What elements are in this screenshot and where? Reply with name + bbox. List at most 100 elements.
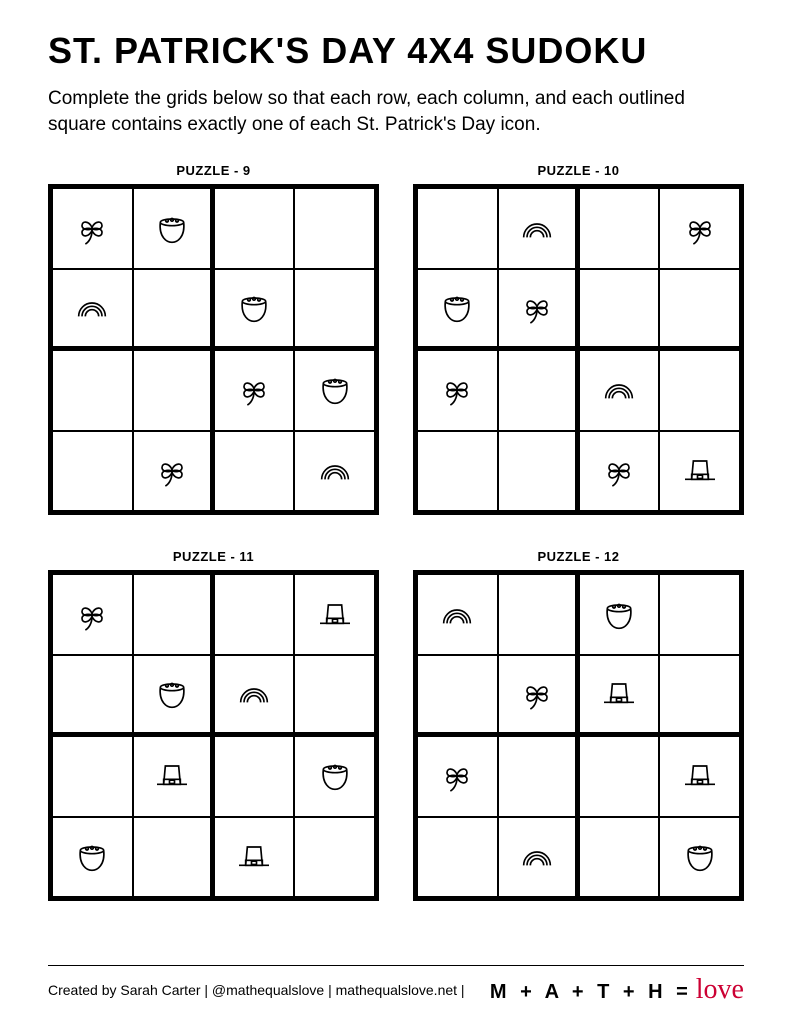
sudoku-cell[interactable]	[417, 574, 498, 655]
puzzle-label: PUZZLE - 10	[413, 163, 744, 178]
sudoku-cell[interactable]	[417, 655, 498, 736]
sudoku-cell[interactable]	[294, 350, 375, 431]
sudoku-cell[interactable]	[294, 574, 375, 655]
puzzles-container: PUZZLE - 9PUZZLE - 10PUZZLE - 11PUZZLE -…	[48, 163, 744, 901]
sudoku-cell[interactable]	[498, 188, 579, 269]
sudoku-cell[interactable]	[133, 350, 214, 431]
sudoku-cell[interactable]	[214, 817, 295, 898]
sudoku-cell[interactable]	[417, 431, 498, 512]
hat-icon	[315, 595, 355, 635]
puzzle-label: PUZZLE - 9	[48, 163, 379, 178]
sudoku-cell[interactable]	[52, 269, 133, 350]
sudoku-cell[interactable]	[659, 431, 740, 512]
sudoku-cell[interactable]	[214, 431, 295, 512]
pot-icon	[152, 674, 192, 714]
sudoku-cell[interactable]	[498, 817, 579, 898]
rainbow-icon	[599, 370, 639, 410]
pot-icon	[680, 837, 720, 877]
sudoku-cell[interactable]	[52, 817, 133, 898]
sudoku-cell[interactable]	[417, 736, 498, 817]
sudoku-cell[interactable]	[52, 431, 133, 512]
sudoku-grid	[413, 570, 744, 901]
logo-love: love	[696, 974, 744, 1006]
sudoku-cell[interactable]	[579, 188, 660, 269]
sudoku-cell[interactable]	[133, 269, 214, 350]
pot-icon	[72, 837, 112, 877]
sudoku-cell[interactable]	[133, 431, 214, 512]
sudoku-cell[interactable]	[133, 574, 214, 655]
sudoku-cell[interactable]	[579, 431, 660, 512]
sudoku-cell[interactable]	[52, 188, 133, 269]
sudoku-cell[interactable]	[498, 431, 579, 512]
sudoku-cell[interactable]	[579, 350, 660, 431]
sudoku-cell[interactable]	[579, 269, 660, 350]
puzzle: PUZZLE - 12	[413, 549, 744, 901]
sudoku-cell[interactable]	[579, 574, 660, 655]
puzzle: PUZZLE - 9	[48, 163, 379, 515]
sudoku-cell[interactable]	[133, 188, 214, 269]
sudoku-cell[interactable]	[294, 655, 375, 736]
sudoku-cell[interactable]	[579, 817, 660, 898]
rainbow-icon	[234, 674, 274, 714]
sudoku-cell[interactable]	[52, 655, 133, 736]
sudoku-cell[interactable]	[52, 574, 133, 655]
clover-icon	[437, 370, 477, 410]
sudoku-cell[interactable]	[498, 655, 579, 736]
sudoku-grid	[48, 184, 379, 515]
sudoku-cell[interactable]	[498, 350, 579, 431]
sudoku-cell[interactable]	[498, 736, 579, 817]
instructions-text: Complete the grids below so that each ro…	[48, 86, 728, 137]
sudoku-cell[interactable]	[417, 188, 498, 269]
sudoku-cell[interactable]	[294, 188, 375, 269]
sudoku-cell[interactable]	[659, 817, 740, 898]
sudoku-cell[interactable]	[214, 574, 295, 655]
sudoku-cell[interactable]	[214, 655, 295, 736]
sudoku-cell[interactable]	[659, 655, 740, 736]
sudoku-cell[interactable]	[294, 431, 375, 512]
pot-icon	[234, 288, 274, 328]
logo-text: M + A + T + H =	[490, 981, 692, 1004]
sudoku-cell[interactable]	[659, 736, 740, 817]
rainbow-icon	[517, 837, 557, 877]
sudoku-grid	[413, 184, 744, 515]
sudoku-cell[interactable]	[659, 269, 740, 350]
sudoku-cell[interactable]	[659, 188, 740, 269]
sudoku-cell[interactable]	[214, 188, 295, 269]
sudoku-cell[interactable]	[52, 736, 133, 817]
sudoku-cell[interactable]	[417, 269, 498, 350]
puzzle-label: PUZZLE - 12	[413, 549, 744, 564]
pot-icon	[152, 209, 192, 249]
sudoku-cell[interactable]	[294, 736, 375, 817]
sudoku-cell[interactable]	[417, 817, 498, 898]
sudoku-cell[interactable]	[659, 574, 740, 655]
sudoku-cell[interactable]	[214, 736, 295, 817]
sudoku-cell[interactable]	[294, 269, 375, 350]
sudoku-cell[interactable]	[579, 655, 660, 736]
rainbow-icon	[517, 209, 557, 249]
page-title: ST. PATRICK'S DAY 4X4 SUDOKU	[48, 30, 744, 72]
sudoku-cell[interactable]	[214, 350, 295, 431]
sudoku-cell[interactable]	[498, 269, 579, 350]
pot-icon	[437, 288, 477, 328]
clover-icon	[680, 209, 720, 249]
hat-icon	[599, 674, 639, 714]
sudoku-cell[interactable]	[133, 736, 214, 817]
sudoku-cell[interactable]	[52, 350, 133, 431]
sudoku-cell[interactable]	[498, 574, 579, 655]
sudoku-cell[interactable]	[579, 736, 660, 817]
sudoku-cell[interactable]	[214, 269, 295, 350]
sudoku-cell[interactable]	[294, 817, 375, 898]
rainbow-icon	[315, 451, 355, 491]
hat-icon	[234, 837, 274, 877]
clover-icon	[152, 451, 192, 491]
sudoku-cell[interactable]	[133, 655, 214, 736]
sudoku-cell[interactable]	[417, 350, 498, 431]
sudoku-grid	[48, 570, 379, 901]
footer-credits: Created by Sarah Carter | @mathequalslov…	[48, 982, 465, 998]
sudoku-cell[interactable]	[659, 350, 740, 431]
footer-logo: M + A + T + H = love	[490, 974, 744, 1006]
clover-icon	[234, 370, 274, 410]
hat-icon	[680, 756, 720, 796]
sudoku-cell[interactable]	[133, 817, 214, 898]
clover-icon	[517, 674, 557, 714]
